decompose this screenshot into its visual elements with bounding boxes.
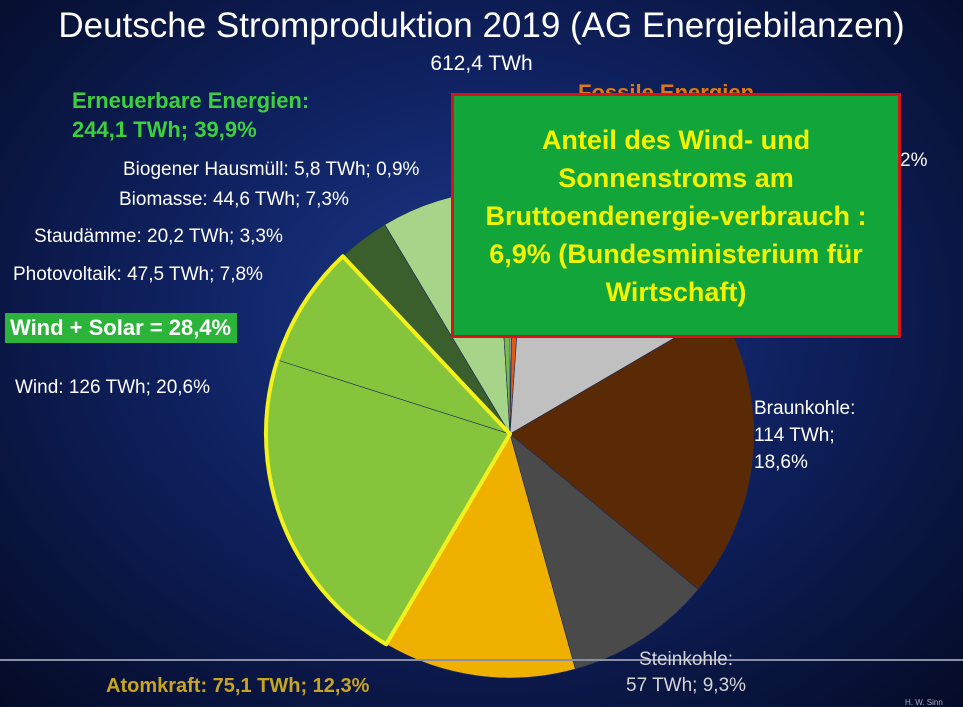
total-production: 612,4 TWh [430, 52, 533, 75]
pie-slice-steinkohle [509, 433, 699, 670]
wind-solar-highlight-outline [264, 254, 512, 647]
label-braunkohle: Braunkohle: 114 TWh; 18,6% [754, 395, 855, 476]
label-braunkohle-name: Braunkohle: [754, 398, 856, 419]
label-braunkohle-value: 114 TWh; [754, 425, 835, 446]
label-braunkohle-percent: 18,6% [754, 452, 808, 473]
chart-title: Deutsche Stromproduktion 2019 (AG Energi… [58, 6, 905, 45]
label-steinkohle: Steinkohle: 57 TWh; 9,3% [626, 647, 746, 699]
divider-line [0, 659, 963, 661]
label-steinkohle-value: 57 TWh; 9,3% [626, 675, 747, 696]
watermark: H. W. Sinn [905, 698, 943, 707]
pie-slice-atomkraft [385, 433, 576, 679]
info-callout-box: Anteil des Wind- und Sonnenstroms am Bru… [451, 93, 901, 338]
info-callout-text: Anteil des Wind- und Sonnenstroms am Bru… [485, 124, 867, 307]
pie-slice-braunkohle [509, 310, 755, 590]
renewables-summary: 244,1 TWh; 39,9% [72, 117, 257, 142]
label-hausmuell: Biogener Hausmüll: 5,8 TWh; 0,9% [123, 159, 420, 180]
renewables-heading: Erneuerbare Energien: [72, 88, 310, 113]
label-biomasse: Biomasse: 44,6 TWh; 7,3% [119, 189, 349, 210]
label-right-fragment: 2% [900, 150, 928, 171]
label-staudaemme: Staudämme: 20,2 TWh; 3,3% [34, 226, 283, 247]
wind-solar-total-badge: Wind + Solar = 28,4% [5, 313, 238, 343]
label-steinkohle-name: Steinkohle: [639, 649, 734, 670]
label-atomkraft: Atomkraft: 75,1 TWh; 12,3% [106, 675, 370, 697]
label-photovoltaik: Photovoltaik: 47,5 TWh; 7,8% [13, 264, 263, 285]
label-wind: Wind: 126 TWh; 20,6% [15, 377, 211, 398]
